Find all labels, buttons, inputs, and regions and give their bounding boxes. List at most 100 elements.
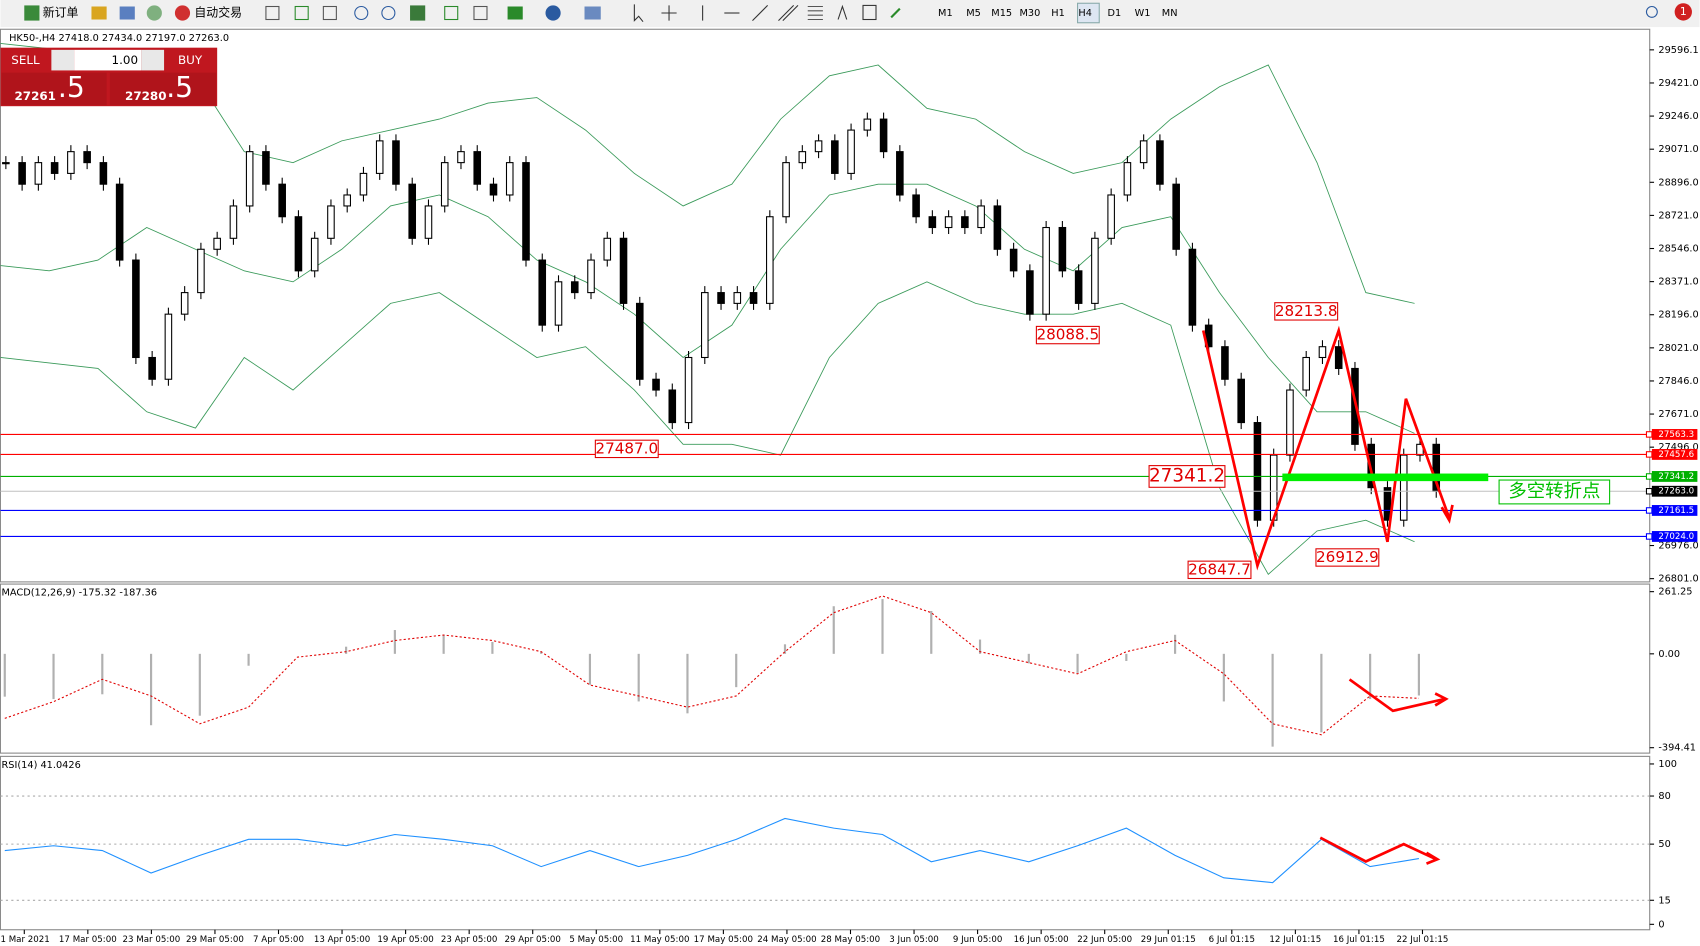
candle [1123,162,1132,196]
timeframe-button[interactable]: D1 [1108,8,1122,19]
level-tag [1651,505,1698,516]
tool-icon[interactable] [584,6,601,20]
auto-trade-button[interactable]: 自动交易 [194,6,242,20]
date-label: 28 May 05:00 [821,935,880,945]
crosshair-tool[interactable] [661,5,677,21]
rsi-pane [0,755,1651,931]
ask-price[interactable]: 27280 [125,89,166,103]
price-annotation-box [1035,325,1100,345]
tool-icons [265,4,901,23]
candle [993,205,1002,250]
fibo-tool[interactable] [807,5,823,21]
candle [1302,356,1310,391]
macd-bar [588,653,592,685]
timeframe-button[interactable]: M5 [966,8,981,19]
date-label: 6 Jul 01:15 [1209,935,1255,945]
sell-button[interactable]: SELL [11,53,40,67]
price-annotation-box [1187,560,1252,580]
price-annotation: 28088.5 [1036,326,1099,344]
candle [1221,346,1229,380]
volume-spin[interactable] [51,49,75,71]
new-order-button[interactable]: 新订单 [43,6,79,20]
volume-value[interactable]: 1.00 [112,53,139,67]
price-tick-label: 26801.0 [1658,574,1698,585]
cursor-tool[interactable] [633,4,644,23]
timeframe-button[interactable]: MN [1162,8,1178,19]
volume-input[interactable] [74,49,142,71]
arrow-tool[interactable] [890,7,901,19]
candle [148,356,156,380]
price-tick-label: 28896.0 [1658,177,1698,188]
timeframe-button[interactable]: H4 [1078,8,1092,19]
notification-badge[interactable] [1674,3,1692,21]
date-label: 13 Apr 05:00 [314,935,370,945]
trend-tool[interactable] [752,5,769,21]
macd-tick-label: -394.41 [1658,743,1696,754]
price-annotation-box [1148,465,1226,488]
buy-button[interactable]: BUY [178,53,203,67]
tool-icon[interactable] [410,5,426,21]
tool-icon[interactable] [507,6,523,20]
trade-panel: SELL 1.00 BUY 27261 .5 27280 .5 [0,47,218,107]
timeframe-button[interactable]: M30 [1019,8,1040,19]
candle [1237,378,1245,424]
bid-price[interactable]: 27261 [15,89,56,103]
timeframe-button[interactable]: H1 [1051,8,1065,19]
zoom-out[interactable] [381,5,396,21]
ask-fraction[interactable]: .5 [166,71,193,104]
candle [457,151,465,164]
bid-fraction[interactable]: .5 [58,71,85,104]
candle [424,205,433,239]
toolbar-icon[interactable] [91,6,107,20]
tool-icon[interactable] [545,5,561,21]
rsi-tick-label: 100 [1658,759,1677,770]
timeframe-button[interactable]: M15 [991,8,1012,19]
price-tick-label: 27846.0 [1658,376,1698,387]
zoom-in[interactable] [354,5,369,21]
timeframe-button[interactable]: M1 [938,8,953,19]
new-order-icon[interactable] [24,5,40,21]
channel-tool[interactable] [778,5,799,21]
level-label: 27563.3 [1658,430,1694,440]
label-tool[interactable] [862,4,877,21]
tool-icon[interactable] [265,5,280,21]
level-tag [1651,471,1698,482]
date-label: 23 Mar 05:00 [122,935,180,945]
volume-spin[interactable] [141,49,165,71]
macd-bar [1369,653,1372,700]
auto-trade-icon[interactable] [174,5,191,21]
macd-bar [1417,653,1420,696]
timeframe-selected [1077,2,1100,24]
level-label: 27457.6 [1658,450,1694,460]
macd-bar [930,610,933,654]
text-tool[interactable] [837,4,848,20]
sell-price-box[interactable] [1,72,107,106]
macd-bar [149,653,153,726]
tool-icon[interactable] [444,5,459,21]
tool-icon[interactable] [473,5,488,21]
macd-bar [1125,653,1128,661]
candle [1074,270,1083,304]
toolbar-icon[interactable] [119,6,135,20]
price-annotation: 27341.2 [1149,465,1225,486]
timeframe-button[interactable]: W1 [1135,8,1151,19]
search-icon[interactable] [1645,5,1658,18]
candle [164,313,173,380]
candle [570,281,579,294]
toolbar-icon[interactable] [146,5,162,21]
level-marker [1645,507,1653,514]
candle [863,118,872,131]
candle [1188,248,1197,326]
candle [359,172,368,196]
level-tag [1651,485,1698,497]
macd-tick-label: 261.25 [1658,587,1692,598]
tool-icon[interactable] [322,5,337,21]
macd-bar [1320,653,1323,733]
candle [1139,140,1148,164]
macd-bar [442,634,445,654]
tool-icon[interactable] [294,5,309,21]
notification-count[interactable]: 1 [1680,5,1687,18]
candle [587,259,595,294]
buy-price-box[interactable] [109,72,217,106]
macd-arrow [1348,678,1446,713]
